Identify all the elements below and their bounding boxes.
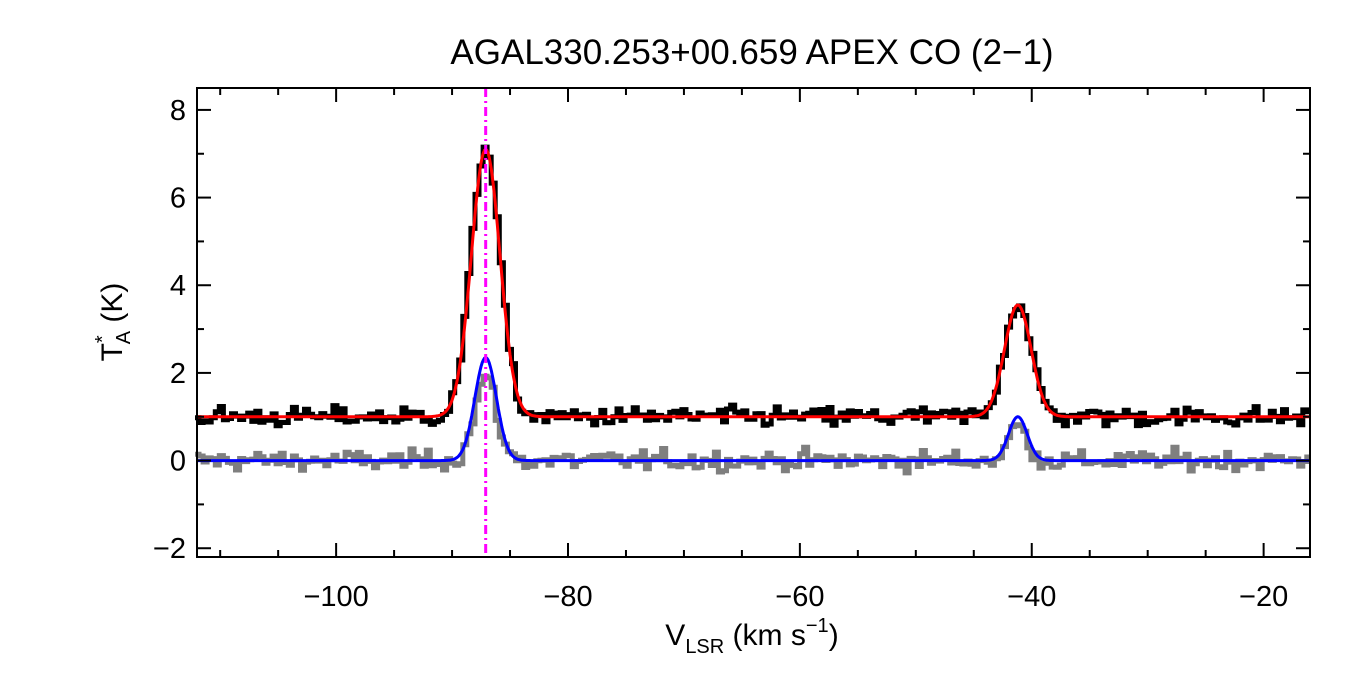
y-tick-label: 6	[170, 183, 186, 215]
x-tick-label: −60	[775, 581, 824, 613]
y-tick-label: −2	[153, 533, 186, 565]
y-axis-label: T*A (K)	[92, 283, 135, 362]
plot-frame	[196, 87, 1311, 558]
black-spectrum-line	[195, 144, 1311, 429]
chart-title: AGAL330.253+00.659 APEX CO (2−1)	[450, 33, 1053, 72]
plot-area	[195, 88, 1311, 557]
y-tick-label: 8	[170, 95, 186, 127]
x-tick-label: −20	[1239, 581, 1288, 613]
x-tick-label: −80	[543, 581, 592, 613]
svg-text:T*A (K): T*A (K)	[92, 283, 135, 362]
x-axis-label: VLSR (km s−1)	[665, 615, 838, 658]
y-tick-label: 4	[170, 270, 186, 302]
x-tick-label: −100	[303, 581, 368, 613]
red-fit-line	[197, 147, 1310, 419]
y-tick-label: 2	[170, 358, 186, 390]
blue-model-line	[197, 355, 1310, 463]
x-tick-label: −40	[1007, 581, 1056, 613]
y-tick-label: 0	[170, 446, 186, 478]
